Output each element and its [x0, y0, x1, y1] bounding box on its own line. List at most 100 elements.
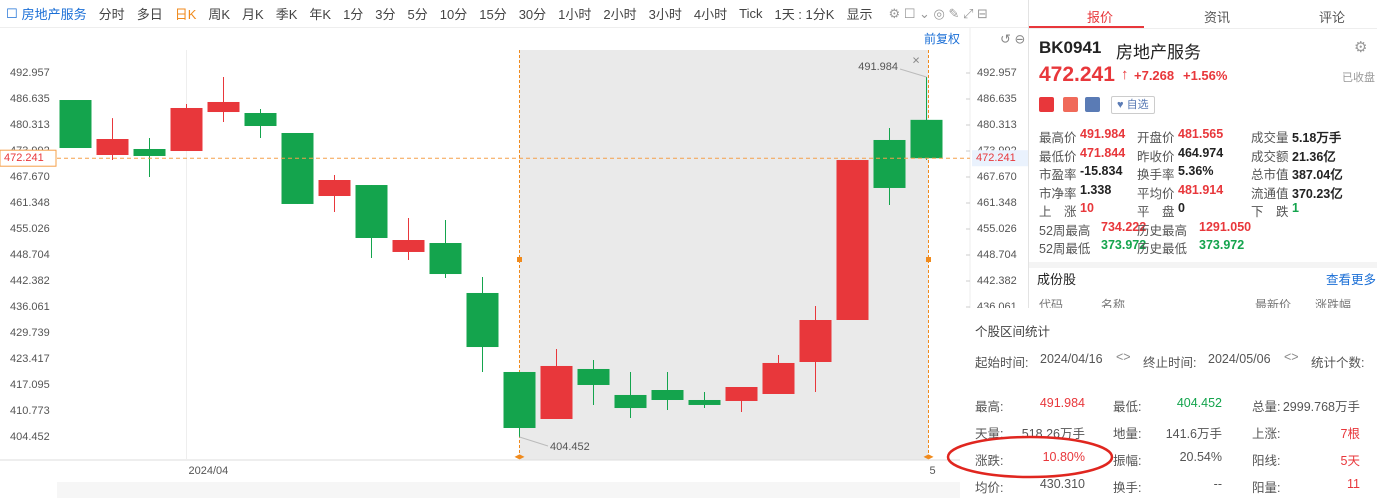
- end-label: 终止时间:: [1143, 356, 1197, 370]
- candle-body: [799, 320, 832, 362]
- candle-body: [503, 371, 536, 429]
- x-tick-label: 5: [929, 465, 935, 477]
- period-tab[interactable]: 4小时: [693, 7, 728, 22]
- period-tab[interactable]: 15分: [479, 7, 507, 22]
- chart: 前复权 ↺ ⊖ ⊕ ◂▸ ◂▸ × 492.957 492.957 486.635 486.…: [0, 28, 1028, 498]
- quote-label: 52周最低: [1039, 242, 1091, 256]
- period-tab[interactable]: 季K: [275, 7, 298, 22]
- end-date: 2024/05/06: [1208, 352, 1271, 366]
- watch-label[interactable]: 自选: [1126, 99, 1149, 111]
- watch-button[interactable]: ♥ 自选: [1111, 96, 1155, 114]
- candle-body: [651, 390, 684, 400]
- toolbar: ☐ 房地产服务 分时 多日 日K 周K 月K 季K 年K 1分 3分 5分 10分 15分 30分 1小时…: [0, 0, 1028, 28]
- candle-body: [577, 368, 610, 385]
- badge: [1063, 97, 1078, 112]
- panel-tab[interactable]: 资讯: [1204, 10, 1231, 25]
- candle-body: [762, 362, 795, 394]
- y-tick-label: 448.704: [977, 249, 1017, 261]
- period-tab[interactable]: 3小时: [648, 7, 682, 22]
- more-link[interactable]: 查看更多: [1326, 273, 1377, 287]
- period-tab[interactable]: 分时: [98, 7, 125, 22]
- quote-value: 5.36%: [1178, 164, 1214, 178]
- chart-tools[interactable]: ↺ ⊖ ⊕: [1000, 31, 1028, 46]
- last-price-box: [972, 150, 1028, 167]
- quote-label: 市盈率: [1039, 168, 1077, 182]
- section-rule: [1029, 262, 1377, 268]
- quote-value: -15.834: [1080, 164, 1123, 178]
- start-date: 2024/04/16: [1040, 352, 1103, 366]
- period-tab[interactable]: 周K: [208, 7, 231, 22]
- period-tab[interactable]: 1小时: [558, 7, 592, 22]
- period-tab[interactable]: 1天 : 1分K: [774, 7, 835, 22]
- period-tab[interactable]: 多日: [136, 7, 163, 22]
- quote-label: 流通值: [1251, 186, 1289, 201]
- period-tab[interactable]: 显示: [846, 7, 873, 22]
- period-tab[interactable]: 月K: [242, 7, 264, 22]
- period-tab[interactable]: 2小时: [603, 7, 637, 22]
- picker: <>: [1284, 350, 1299, 364]
- quote-label: 总市值: [1251, 168, 1289, 182]
- candle-body: [244, 113, 277, 127]
- period-tab[interactable]: 10分: [439, 7, 468, 22]
- last-price-label: 472.241: [4, 152, 44, 164]
- high-leader: [899, 68, 927, 78]
- last-price-box: [0, 149, 57, 167]
- y-tick-label: 486.635: [977, 93, 1017, 105]
- last-price-label: 472.241: [976, 152, 1016, 164]
- candle-body: [836, 160, 869, 321]
- period-tab[interactable]: 3分: [375, 7, 396, 22]
- change: +7.268: [1134, 68, 1175, 83]
- candle-body: [873, 139, 906, 188]
- candle-body: [355, 185, 388, 238]
- candle-body: [207, 101, 240, 113]
- quote-label: 历史最低: [1137, 242, 1188, 256]
- count-label: 统计个数:: [1311, 356, 1365, 370]
- quote-value: 491.984: [1080, 127, 1126, 141]
- candle-body: [429, 243, 462, 275]
- y-tick-label: 455.026: [10, 223, 50, 235]
- quote-label: 下 跌: [1251, 205, 1289, 219]
- badge: [1039, 97, 1054, 112]
- candle-body: [392, 240, 425, 252]
- candle-body: [170, 107, 203, 152]
- stats-value: 20.54%: [1179, 450, 1222, 464]
- period-tab[interactable]: 年K: [309, 7, 332, 22]
- period-tab[interactable]: 5分: [407, 7, 428, 22]
- stats-label: 振幅:: [1113, 454, 1142, 468]
- period-tab[interactable]: 日K: [174, 7, 197, 22]
- y-tick-label: 429.739: [10, 327, 50, 339]
- tool-icons[interactable]: ⚙ ☐ ⌄ ◎ ✎ ⤢ ⊟: [888, 5, 988, 21]
- y-tick-label: 467.670: [977, 171, 1017, 183]
- start-label: 起始时间:: [975, 356, 1029, 370]
- y-tick-label: 404.452: [10, 431, 50, 443]
- candle-body: [318, 180, 351, 197]
- candle-body: [910, 119, 943, 159]
- period-tab[interactable]: 1分: [343, 7, 364, 22]
- quote-value: 471.844: [1080, 145, 1126, 160]
- stats-label: 最低:: [1113, 400, 1142, 414]
- range-stats: 个股区间统计 起始时间: 2024/04/16 <> 终止时间: 2024/05/06 <>…: [960, 308, 1377, 498]
- panel-tab[interactable]: 评论: [1319, 10, 1346, 25]
- stats-value: 518.26万手: [1021, 427, 1085, 441]
- period-tab[interactable]: 30分: [518, 7, 547, 22]
- stats-value: 404.452: [1176, 396, 1222, 410]
- range-close: ×: [912, 52, 920, 67]
- quote-label: 最高价: [1039, 131, 1077, 145]
- arrow: ↑: [1121, 66, 1129, 83]
- tab-rule: [1029, 28, 1377, 29]
- y-tick-label: 423.417: [10, 353, 50, 365]
- y-tick-label: 410.773: [10, 405, 50, 417]
- period-tab[interactable]: Tick: [739, 6, 763, 21]
- panel-tab[interactable]: 报价: [1087, 10, 1114, 25]
- name: 房地产服务: [1116, 43, 1201, 62]
- quote-value: 0: [1178, 201, 1185, 215]
- adjust-link[interactable]: 前复权: [924, 31, 960, 46]
- candle-body: [96, 138, 129, 155]
- status: 已收盘: [1342, 72, 1375, 84]
- symbol-name[interactable]: 房地产服务: [21, 7, 87, 22]
- quote-label: 历史最高: [1137, 223, 1188, 238]
- quote-value: 370.23亿: [1292, 186, 1343, 201]
- quote-label: 52周最高: [1039, 223, 1091, 238]
- price: 472.241: [1039, 63, 1115, 86]
